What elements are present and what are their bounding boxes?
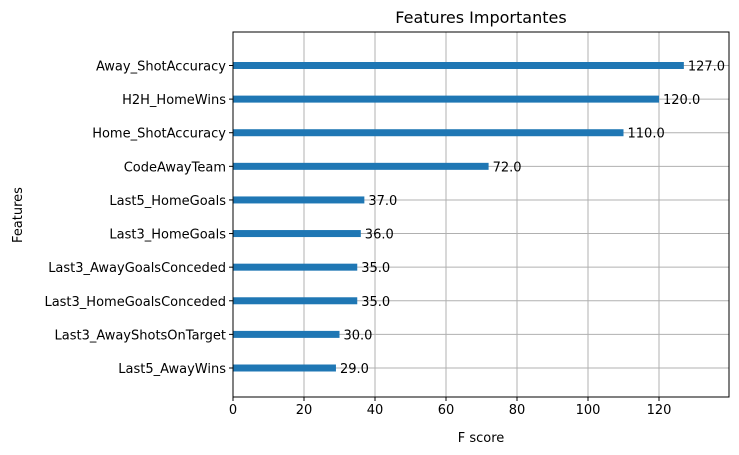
bar-value-label: 36.0 — [365, 228, 394, 243]
x-tick-label: 40 — [367, 403, 384, 418]
x-tick-label: 60 — [438, 403, 455, 418]
bar-value-label: 37.0 — [368, 194, 397, 209]
chart-title: Features Importantes — [395, 8, 566, 27]
y-tick-label: Away_ShotAccuracy — [96, 60, 226, 75]
bar — [233, 364, 336, 372]
x-tick-label: 20 — [296, 403, 313, 418]
bar-value-label: 127.0 — [688, 60, 725, 75]
x-tick-label: 120 — [647, 403, 672, 418]
y-tick-label: Last3_AwayShotsOnTarget — [54, 328, 226, 343]
y-tick-label: Last5_HomeGoals — [109, 194, 226, 209]
bar — [233, 95, 659, 103]
bar — [233, 297, 358, 305]
x-tick-label: 0 — [229, 403, 237, 418]
x-axis-label: F score — [458, 431, 505, 446]
y-tick-label: CodeAwayTeam — [124, 160, 226, 175]
y-tick-label: Home_ShotAccuracy — [92, 127, 226, 142]
bar — [233, 230, 361, 238]
grid — [232, 32, 729, 397]
bar-value-label: 35.0 — [361, 261, 390, 276]
y-tick-label: Last3_HomeGoals — [109, 228, 226, 243]
bar-value-label: 29.0 — [340, 362, 369, 377]
bar-value-label: 120.0 — [663, 93, 700, 108]
bar — [233, 263, 358, 271]
plot-frame — [232, 31, 730, 398]
x-tick-label: 80 — [509, 403, 526, 418]
bar — [233, 129, 624, 137]
y-tick-label: Last5_AwayWins — [118, 362, 226, 377]
data-labels: 127.0 120.0 110.0 72.0 37.0 36.0 35.0 35.0 30.0 2… — [340, 60, 725, 378]
bars — [233, 62, 684, 372]
bar — [233, 162, 489, 170]
y-axis-label: Features — [11, 187, 26, 243]
y-tick-label: H2H_HomeWins — [122, 93, 226, 108]
bar — [233, 62, 684, 69]
bar — [233, 196, 365, 204]
bar-value-label: 72.0 — [493, 160, 522, 175]
ticks: 0 20 40 60 80 100 120 Away_ShotAccuracy H2H_Home… — [44, 60, 671, 419]
bar-value-label: 35.0 — [361, 295, 390, 310]
y-tick-label: Last3_HomeGoalsConceded — [44, 295, 226, 310]
bar-value-label: 30.0 — [344, 328, 373, 343]
x-tick-label: 100 — [576, 403, 601, 418]
bar-value-label: 110.0 — [628, 127, 665, 142]
y-tick-label: Last3_AwayGoalsConceded — [48, 261, 226, 276]
bar — [233, 330, 340, 338]
